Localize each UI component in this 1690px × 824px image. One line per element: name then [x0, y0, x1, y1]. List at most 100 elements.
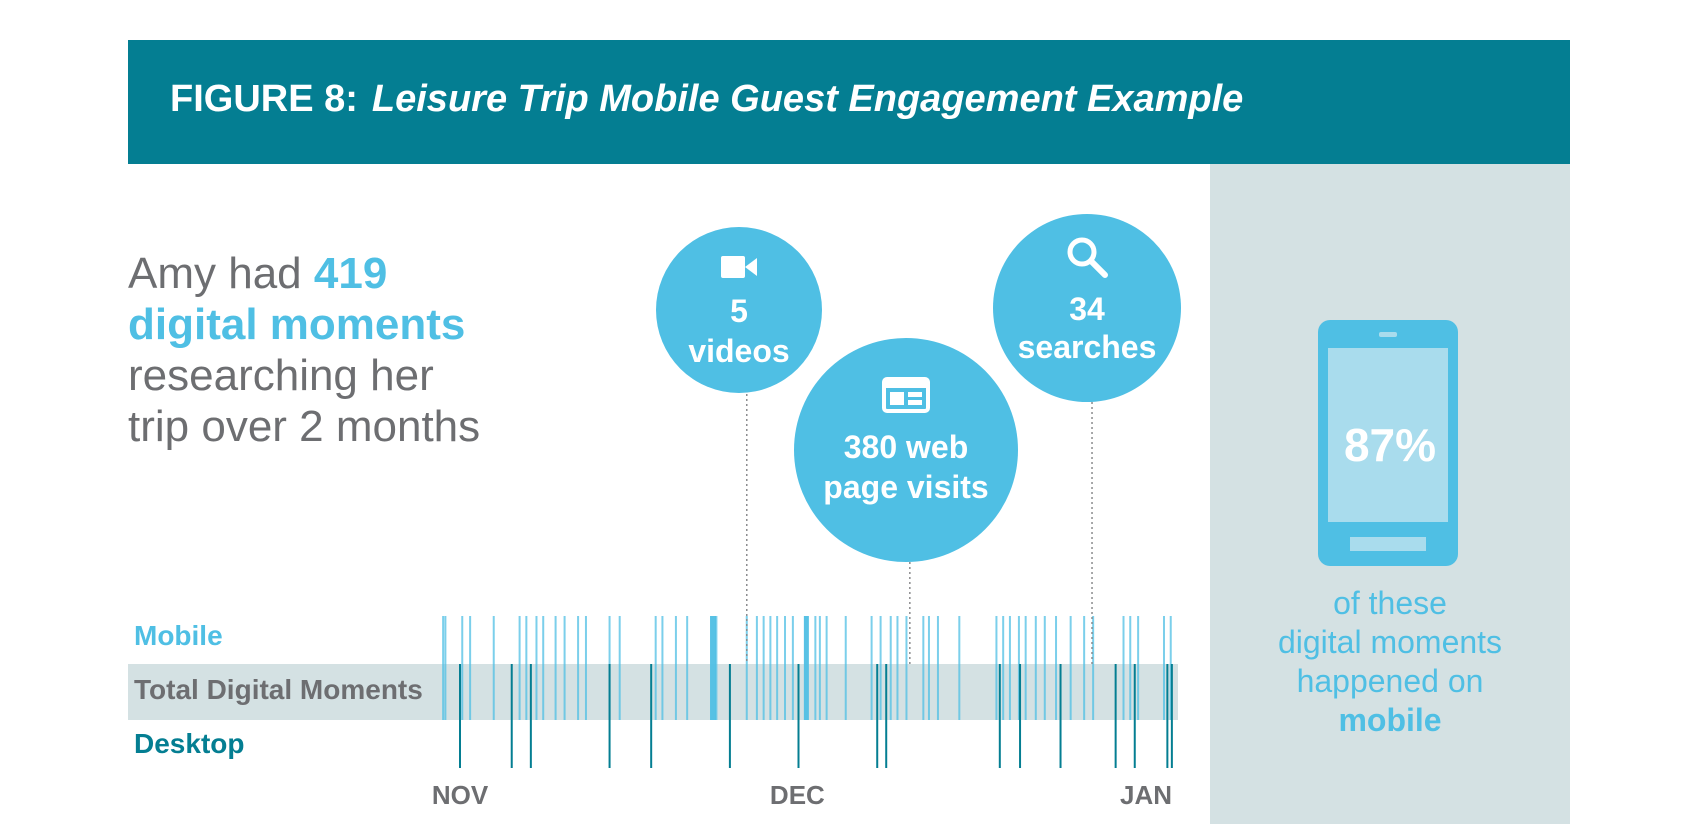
mobile-moment-mark [1043, 616, 1046, 720]
smartphone-speaker [1379, 332, 1397, 337]
mobile-moment-mark [1017, 616, 1020, 720]
mobile-moment-mark [563, 616, 566, 720]
month-tick-label: DEC [770, 780, 825, 810]
mobile-moment-mark [444, 616, 447, 720]
desktop-moment-mark [459, 664, 461, 768]
figure-heading: FIGURE 8: Leisure Trip Mobile Guest Engag… [170, 78, 1243, 121]
mobile-moment-mark [889, 616, 892, 720]
figure-number: FIGURE 8: [170, 78, 358, 120]
bubble-connectors [746, 394, 1093, 664]
bubble-label-line-1: 34 [1069, 291, 1105, 327]
desktop-moment-mark [1133, 664, 1136, 768]
desktop-moment-mark [510, 664, 513, 768]
mobile-moment-mark [879, 616, 882, 720]
annotation-bubble: 5 videos [656, 227, 822, 393]
mobile-share-caption: of these digital moments happened on mob… [1215, 584, 1565, 740]
mobile-moment-mark [1169, 616, 1172, 720]
mobile-moment-mark [461, 616, 464, 720]
mobile-share-percentage: 87% [1343, 419, 1437, 471]
bubble-label-line-1: 5 [730, 293, 748, 329]
desktop-moment-mark [1166, 664, 1169, 768]
headline-line-4: trip over 2 months [128, 402, 481, 451]
annotation-bubble: 380 web page visits [794, 338, 1018, 562]
mobile-moment-mark [1137, 616, 1140, 720]
mobile-moment-mark [927, 616, 930, 720]
mobile-moment-mark [958, 616, 961, 720]
mobile-moment-mark [710, 616, 717, 720]
headline-moment-count: 419 [313, 249, 388, 298]
desktop-moment-mark [608, 664, 611, 768]
mobile-moment-mark [818, 616, 821, 720]
video-camera-icon [721, 256, 757, 278]
mobile-moment-mark [469, 616, 472, 720]
mobile-moment-mark [1129, 616, 1132, 720]
desktop-moment-mark [885, 664, 888, 768]
mobile-moment-mark [577, 616, 580, 720]
mobile-moment-mark [825, 616, 828, 720]
month-tick-label: NOV [432, 780, 489, 810]
mobile-moment-mark [995, 616, 998, 720]
smartphone-screen [1328, 348, 1448, 522]
mobile-moment-mark [1083, 616, 1086, 720]
desktop-moment-mark [1114, 664, 1117, 768]
mobile-moment-mark [784, 616, 787, 720]
desktop-moment-mark [650, 664, 653, 768]
headline-text: Amy had 419 digital moments researching … [128, 248, 480, 452]
mobile-moment-mark [1122, 616, 1125, 720]
desktop-moment-mark [1019, 664, 1022, 768]
headline-prefix: Amy had [128, 249, 314, 298]
desktop-moment-mark [998, 664, 1001, 768]
bubble-label-line-2: searches [1018, 329, 1157, 365]
desktop-moment-mark [797, 664, 800, 768]
mobile-moment-mark [844, 616, 847, 720]
mobile-moment-mark [1002, 616, 1005, 720]
desktop-moment-mark [1170, 664, 1173, 768]
mobile-moment-mark [535, 616, 538, 720]
desktop-series [459, 664, 1173, 768]
mobile-moment-mark [870, 616, 873, 720]
web-page-icon [882, 377, 930, 413]
bubble-label-line-2: page visits [823, 469, 988, 505]
mobile-moment-mark [554, 616, 557, 720]
bubble-label-line-2: videos [688, 333, 789, 369]
mobile-moment-mark [936, 616, 939, 720]
mobile-moment-mark [1055, 616, 1058, 720]
mobile-moment-mark [654, 616, 657, 720]
headline-line-2: digital moments [128, 300, 466, 349]
mobile-moment-mark [814, 616, 817, 720]
mobile-moment-mark [755, 616, 758, 720]
mobile-moment-mark [542, 616, 545, 720]
caption-line-1: of these [1333, 585, 1447, 621]
mobile-moment-mark [803, 616, 809, 720]
mobile-moment-mark [715, 616, 718, 720]
bubble-circle [794, 338, 1018, 562]
mobile-moment-mark [1034, 616, 1037, 720]
desktop-moment-mark [728, 664, 731, 768]
figure-banner: FIGURE 8: Leisure Trip Mobile Guest Engag… [128, 40, 1570, 164]
mobile-moment-mark [791, 616, 794, 720]
headline-line-3: researching her [128, 351, 434, 400]
mobile-series [442, 616, 1172, 720]
mobile-moment-mark [776, 616, 779, 720]
mobile-moment-mark [745, 616, 748, 720]
bubble-label-line-1: 380 web [844, 429, 969, 465]
mobile-moment-mark [442, 616, 445, 720]
mobile-moment-mark [769, 616, 772, 720]
month-tick-label: JAN [1120, 780, 1172, 810]
mobile-moment-mark [762, 616, 765, 720]
desktop-moment-mark [876, 664, 879, 768]
desktop-row-label: Desktop [134, 728, 245, 759]
smartphone-icon [1318, 320, 1458, 566]
mobile-moment-mark [1162, 616, 1165, 720]
headline-line-1: Amy had 419 [128, 248, 480, 299]
mobile-moment-mark [905, 616, 908, 720]
figure-title: Leisure Trip Mobile Guest Engagement Exa… [371, 78, 1244, 120]
mobile-moment-mark [518, 616, 521, 720]
bubble-circle [993, 214, 1181, 402]
search-icon [1067, 237, 1108, 278]
mobile-moment-mark [525, 616, 528, 720]
month-axis: NOV DEC JAN [432, 780, 1172, 810]
